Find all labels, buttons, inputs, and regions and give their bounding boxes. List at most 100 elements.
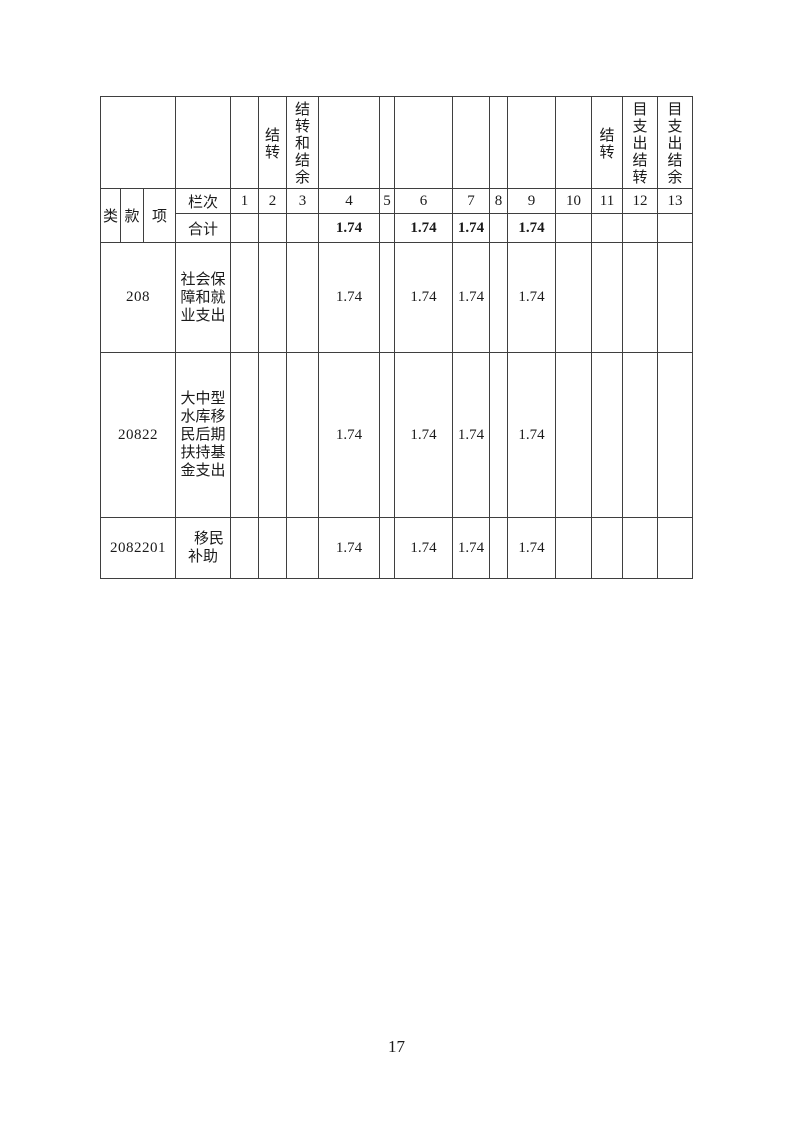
column-title-text: 结转 (265, 127, 281, 161)
value-cell (555, 352, 593, 518)
value-cell (230, 517, 260, 579)
column-index-cell: 2 (258, 188, 288, 214)
value-cell (622, 242, 659, 353)
value-cell (489, 517, 509, 579)
value-cell (230, 242, 260, 353)
row-name-cell: 大中型水库移民后期扶持基金支出 (175, 352, 232, 518)
column-title-text: 结转和结余 (295, 102, 311, 186)
column-title-cell (230, 96, 260, 189)
column-title-cell (379, 96, 396, 189)
value-cell (286, 242, 320, 353)
column-title-text (566, 141, 581, 145)
value-cell (230, 352, 260, 518)
column-title-text: 目支出结余 (667, 102, 683, 186)
table-row: 2082201 移民补助 1.74 1.74 1.74 1.74 (99, 517, 694, 579)
column-index-cell: 4 (318, 188, 381, 214)
column-title-cell (489, 96, 509, 189)
value-cell: 1.74 (394, 517, 454, 579)
column-title-text: 结转 (599, 127, 615, 161)
value-cell: 1.74 (318, 242, 381, 353)
value-cell: 1.74 (452, 242, 491, 353)
total-value-cell: 1.74 (507, 213, 557, 243)
column-title-cell: 目支出结余 (657, 96, 694, 189)
value-cell (379, 352, 396, 518)
value-cell (657, 517, 694, 579)
column-title-text (491, 141, 506, 145)
column-title-text (464, 141, 479, 145)
value-cell (489, 242, 509, 353)
value-cell (657, 352, 694, 518)
section-header-cell: 款 (120, 188, 144, 243)
row-code-cell: 2082201 (99, 517, 177, 579)
column-title-text (524, 141, 539, 145)
row-index-label-cell: 栏次 (175, 188, 232, 214)
total-value-cell (286, 213, 320, 243)
class-header-cell: 类 (100, 188, 121, 243)
column-title-text: 目支出结转 (632, 102, 648, 186)
value-cell (555, 242, 593, 353)
page-number: 17 (388, 1037, 405, 1056)
column-index-cell: 10 (555, 188, 593, 214)
value-cell (591, 352, 624, 518)
column-title-cell (555, 96, 593, 189)
value-cell (489, 352, 509, 518)
column-index-cell: 9 (507, 188, 557, 214)
value-cell (657, 242, 694, 353)
column-index-row: 类 款 项 栏次 1 2 3 4 5 6 7 8 9 10 11 12 13 (100, 188, 694, 243)
total-label-cell: 合计 (175, 213, 232, 243)
total-value-cell (591, 213, 624, 243)
column-index-cell: 11 (591, 188, 624, 214)
value-cell (555, 517, 593, 579)
value-cell: 1.74 (318, 517, 381, 579)
value-cell (379, 242, 396, 353)
total-row: 合计 1.74 1.74 1.74 1.74 (101, 213, 694, 243)
column-title-cell (507, 96, 557, 189)
total-value-cell (230, 213, 260, 243)
column-title-text (381, 141, 394, 145)
value-cell (286, 352, 320, 518)
column-title-cell: 结转和结余 (286, 96, 320, 189)
total-value-cell (258, 213, 288, 243)
total-value-cell: 1.74 (394, 213, 454, 243)
table-row: 208 社会保障和就业支出 1.74 1.74 1.74 1.74 (99, 242, 694, 353)
total-value-cell (379, 213, 396, 243)
row-code-cell: 20822 (99, 352, 177, 518)
row-name-cell: 移民补助 (175, 517, 232, 579)
column-title-text (342, 141, 357, 145)
value-cell (258, 517, 288, 579)
row-code-cell: 208 (99, 242, 177, 353)
budget-table: 结转 结转和结余 结转 目支出结转 目支出结余 类 款 项 栏次 1 2 3 4… (99, 96, 694, 579)
column-index-cell: 12 (622, 188, 659, 214)
value-cell: 1.74 (507, 352, 557, 518)
corner-blank-cell (99, 96, 177, 189)
value-cell (258, 242, 288, 353)
value-cell: 1.74 (394, 242, 454, 353)
column-index-cell: 6 (394, 188, 454, 214)
column-index-cell: 1 (230, 188, 260, 214)
column-title-cell (394, 96, 454, 189)
value-cell: 1.74 (452, 517, 491, 579)
item-header-cell: 项 (142, 188, 177, 243)
value-cell: 1.74 (507, 242, 557, 353)
total-value-cell: 1.74 (318, 213, 381, 243)
column-index-cell: 5 (379, 188, 396, 214)
column-title-cell (452, 96, 491, 189)
total-value-cell (622, 213, 659, 243)
column-title-text (237, 141, 252, 145)
total-value-cell (555, 213, 593, 243)
column-title-cell (318, 96, 381, 189)
column-index-cell: 8 (489, 188, 509, 214)
column-title-cell: 目支出结转 (622, 96, 659, 189)
column-index-cell: 13 (657, 188, 694, 214)
column-title-cell: 结转 (591, 96, 624, 189)
value-cell (258, 352, 288, 518)
value-cell: 1.74 (507, 517, 557, 579)
row-name-cell: 社会保障和就业支出 (175, 242, 232, 353)
value-cell (379, 517, 396, 579)
corner-name-cell (175, 96, 232, 189)
total-value-cell: 1.74 (452, 213, 491, 243)
value-cell: 1.74 (394, 352, 454, 518)
value-cell (622, 517, 659, 579)
column-index-cell: 3 (286, 188, 320, 214)
